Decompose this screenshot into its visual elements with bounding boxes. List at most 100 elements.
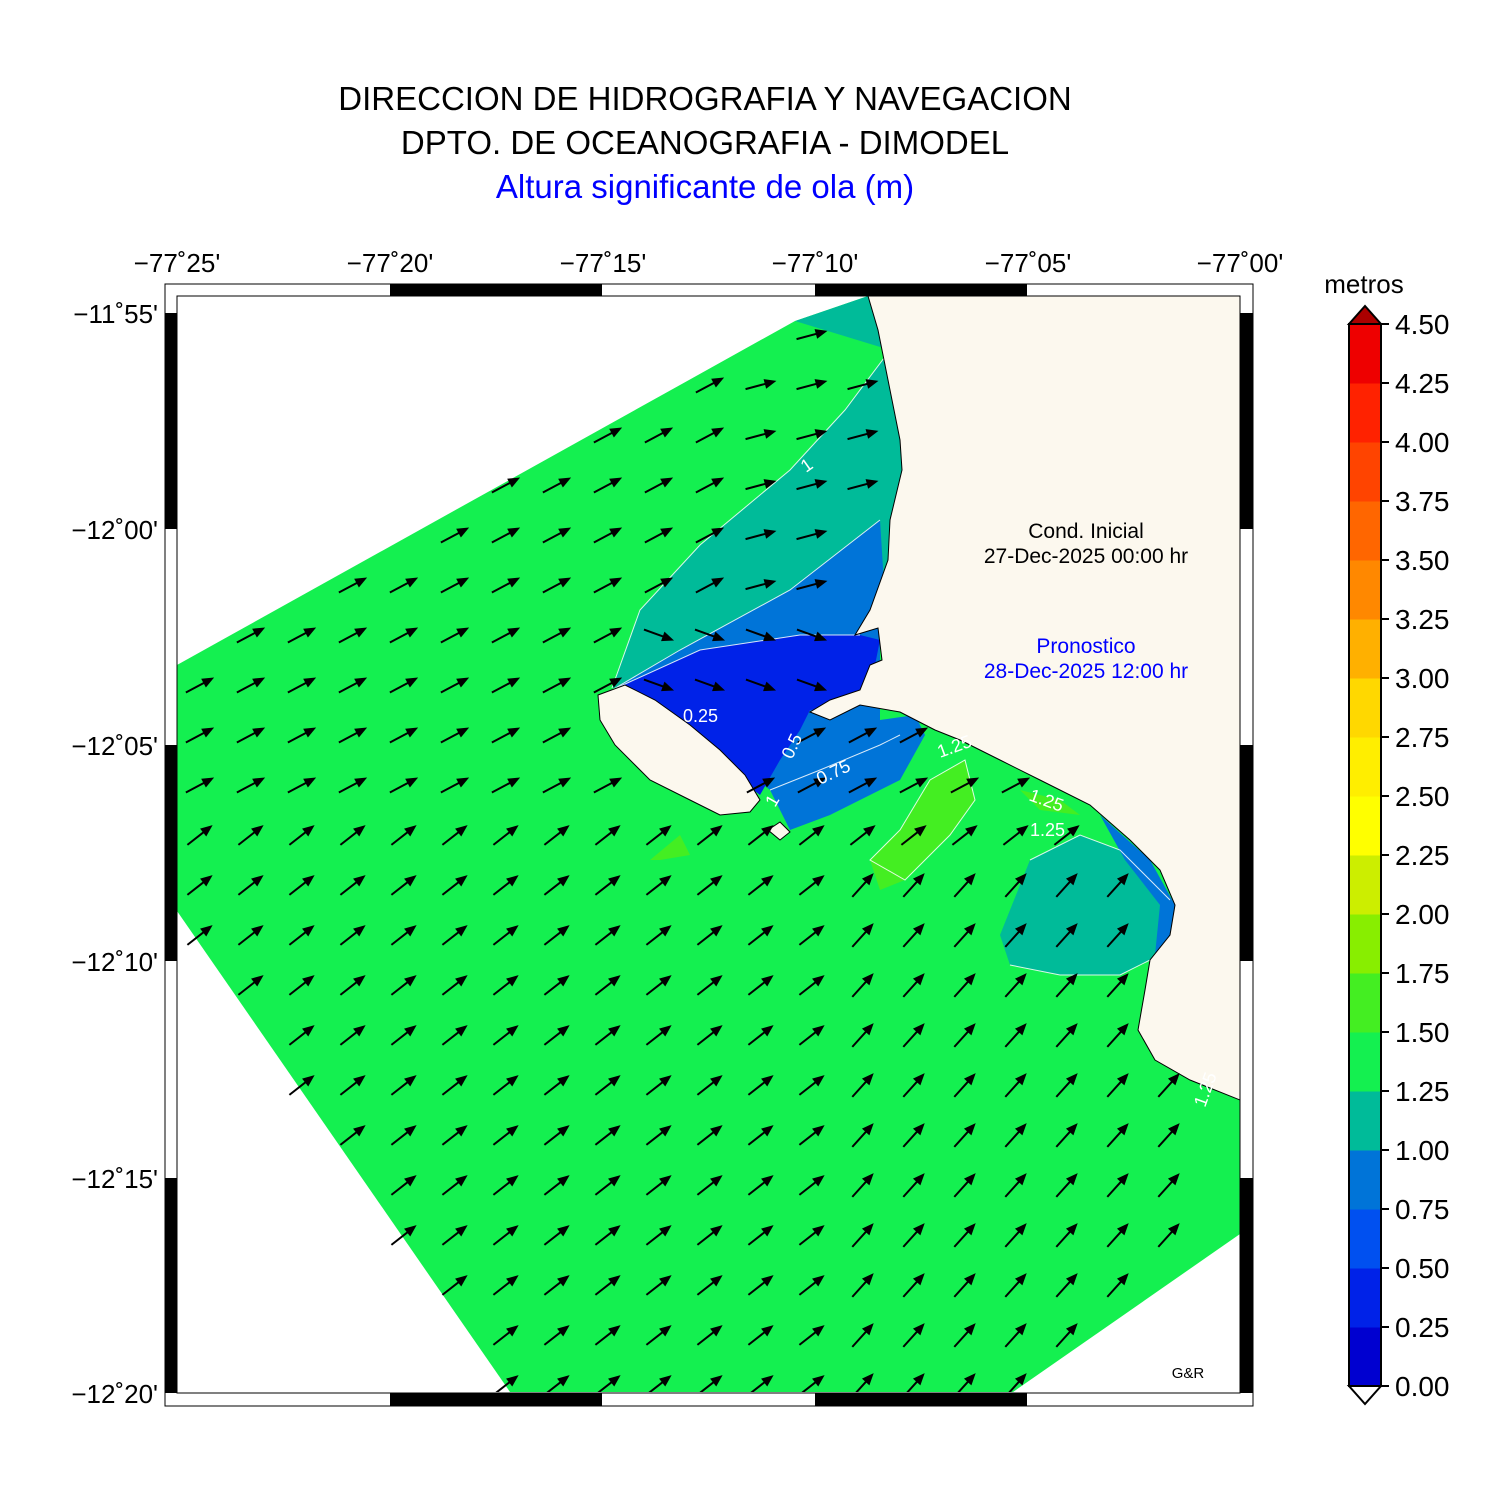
wave-arrow — [491, 677, 521, 694]
contour-label: 0.25 — [683, 706, 718, 726]
wave-arrow — [441, 925, 468, 946]
lat-label: −12˚05' — [71, 731, 158, 761]
colorbar-segment — [1349, 1268, 1381, 1328]
initial-condition-title: Cond. Inicial — [1028, 520, 1144, 543]
wave-arrow — [1004, 1373, 1027, 1392]
wave-arrow — [491, 727, 521, 744]
wave-arrow — [696, 925, 723, 946]
wave-arrow — [1055, 1173, 1078, 1198]
colorbar-tick-label: 4.50 — [1395, 309, 1450, 340]
wave-arrow — [185, 677, 215, 694]
wave-arrow — [1053, 825, 1080, 846]
wave-arrow — [389, 577, 419, 594]
wave-arrow — [593, 477, 623, 494]
wave-direction-arrows — [185, 329, 1180, 1392]
wave-arrow — [288, 1075, 315, 1096]
wave-arrow — [1004, 1173, 1027, 1198]
wave-arrow — [593, 527, 623, 544]
wave-arrow — [798, 925, 825, 946]
wave-arrow — [1106, 873, 1129, 898]
wave-arrow — [645, 1025, 672, 1046]
wave-arrow — [902, 1173, 925, 1198]
wave-arrow — [645, 1175, 672, 1196]
wave-arrow — [796, 329, 828, 341]
colorbar-tick-label: 1.50 — [1395, 1017, 1450, 1048]
wave-arrow — [798, 1225, 825, 1246]
wave-arrow — [236, 727, 266, 744]
wave-arrow — [798, 825, 825, 846]
wave-arrow — [798, 1125, 825, 1146]
wave-arrow — [542, 527, 572, 544]
wave-arrow — [593, 427, 623, 444]
wave-arrow — [798, 1325, 825, 1346]
colorbar-bottom-triangle — [1346, 1385, 1384, 1406]
wave-arrow — [745, 628, 777, 642]
wave-arrow — [594, 875, 621, 896]
colorbar-tick-label: 3.75 — [1395, 486, 1450, 517]
wave-arrow — [440, 627, 470, 644]
wave-arrow — [1004, 873, 1027, 898]
wave-arrow — [796, 429, 828, 441]
wave-arrow — [644, 527, 674, 544]
colorbar-segment — [1349, 1327, 1381, 1387]
wave-arrow — [851, 923, 874, 948]
wave-arrow — [796, 628, 828, 642]
wave-arrow — [1157, 1173, 1180, 1198]
wave-arrow — [1106, 1023, 1129, 1048]
wave-arrow — [594, 1375, 621, 1392]
wave-arrow — [902, 1373, 925, 1392]
wave-arrow — [851, 1373, 874, 1392]
lon-label: −77˚15' — [560, 248, 647, 278]
wave-arrow — [902, 1273, 925, 1298]
colorbar-tick-label: 0.50 — [1395, 1253, 1450, 1284]
wave-arrow — [745, 479, 777, 491]
wave-arrow — [644, 477, 674, 494]
colorbar-tick-label: 3.25 — [1395, 604, 1450, 635]
wave-arrow — [390, 1225, 417, 1246]
wave-arrow — [543, 1125, 570, 1146]
wave-arrow — [745, 678, 777, 692]
wave-arrow — [747, 975, 774, 996]
wave-arrow — [899, 777, 929, 794]
colorbar-segment — [1349, 1150, 1381, 1210]
colorbar-segment — [1349, 973, 1381, 1033]
wave-arrow — [1004, 923, 1027, 948]
wave-arrow — [851, 973, 874, 998]
wave-arrow — [1055, 973, 1078, 998]
wave-arrow — [542, 777, 572, 794]
wave-arrow — [1001, 777, 1031, 794]
colorbar-tick-label: 3.00 — [1395, 663, 1450, 694]
wave-arrow — [902, 1223, 925, 1248]
wave-arrow — [389, 777, 419, 794]
wave-arrow — [593, 577, 623, 594]
wave-arrow — [745, 529, 777, 541]
wave-arrow — [847, 429, 879, 441]
wave-arrow — [492, 1125, 519, 1146]
colorbar-segment — [1349, 1032, 1381, 1092]
zone-1-25-shoal-2 — [650, 835, 690, 860]
colorbar-segment — [1349, 383, 1381, 443]
wave-arrow — [798, 1025, 825, 1046]
wave-arrow — [696, 1275, 723, 1296]
wave-arrow — [745, 379, 777, 391]
colorbar-tick-label: 0.25 — [1395, 1312, 1450, 1343]
wave-arrow — [747, 1125, 774, 1146]
lat-label: −11˚55' — [73, 299, 158, 329]
wave-arrow — [492, 1025, 519, 1046]
wave-arrow — [1157, 1123, 1180, 1148]
wave-arrow — [645, 1375, 672, 1392]
wave-arrow — [798, 875, 825, 896]
wave-arrow — [186, 825, 213, 846]
wave-arrow — [747, 1325, 774, 1346]
wave-arrow — [747, 1075, 774, 1096]
wave-arrow — [492, 925, 519, 946]
wave-arrow — [593, 777, 623, 794]
wave-arrow — [645, 975, 672, 996]
wave-arrow — [1106, 1073, 1129, 1098]
wave-arrow — [390, 1025, 417, 1046]
wave-arrow — [338, 677, 368, 694]
wave-arrow — [186, 925, 213, 946]
wave-arrow — [543, 825, 570, 846]
wave-arrow — [594, 1075, 621, 1096]
wave-arrow — [594, 825, 621, 846]
